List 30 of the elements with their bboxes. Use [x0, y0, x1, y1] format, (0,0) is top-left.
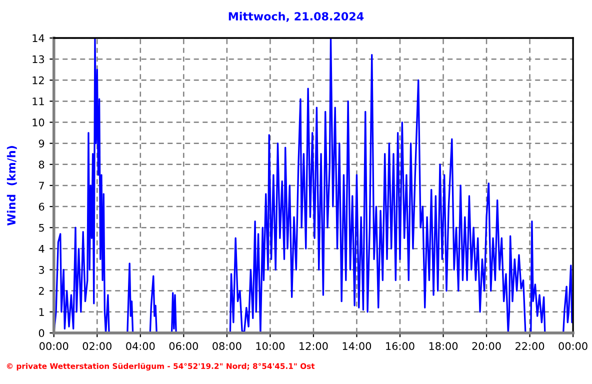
x-tick-label: 18:00 [429, 342, 458, 350]
y-tick-label: 4 [38, 245, 44, 253]
x-tick-label: 06:00 [169, 342, 198, 350]
y-tick-label: 8 [38, 160, 44, 169]
y-tick-label: 14 [32, 34, 44, 42]
x-tick-label: 16:00 [386, 342, 414, 350]
y-tick-label: 7 [39, 182, 44, 190]
y-tick-label: 1 [39, 308, 44, 316]
x-tick-label: 02:00 [82, 342, 112, 350]
y-tick-label: 2 [38, 287, 44, 295]
y-tick-label: 9 [38, 140, 44, 148]
y-tick-label: 13 [32, 55, 44, 64]
x-tick-label: 04:00 [126, 342, 155, 350]
y-tick-label: 5 [39, 224, 44, 232]
chart-title: Mittwoch, 21.08.2024 [228, 12, 364, 22]
y-tick-label: 6 [38, 202, 44, 211]
x-tick-label: 14:00 [342, 342, 372, 350]
y-tick-label: 10 [32, 118, 44, 126]
x-tick-label: 00:00 [558, 342, 588, 350]
y-tick-label: 12 [32, 76, 44, 84]
x-tick-label: 12:00 [300, 342, 328, 350]
x-tick-label: 00:00 [40, 342, 68, 350]
x-tick-label: 08:00 [212, 342, 242, 350]
x-tick-label: 10:00 [256, 342, 285, 350]
y-tick-label: 11 [32, 98, 44, 106]
x-tick-label: 20:00 [472, 342, 501, 350]
x-tick-label: 22:00 [516, 342, 544, 350]
y-tick-label: 0 [38, 329, 44, 338]
y-tick-label: 3 [39, 266, 44, 274]
y-axis-title: Wind (km/h) [6, 146, 17, 226]
